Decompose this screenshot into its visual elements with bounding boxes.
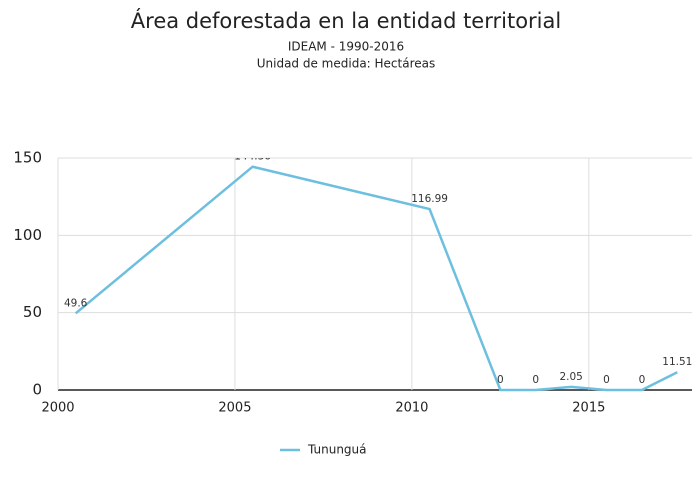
y-tick-label: 100 [13, 226, 42, 244]
data-label: 0 [497, 374, 504, 386]
data-label: 144.36 [234, 151, 271, 163]
data-label: 11.51 [662, 356, 692, 368]
chart-subtitle: IDEAM - 1990-2016 [288, 40, 404, 54]
data-label: 116.99 [411, 193, 448, 205]
y-tick-label: 150 [13, 149, 42, 167]
x-tick-label: 2010 [395, 401, 428, 416]
data-label: 0 [639, 374, 646, 386]
y-tick-label: 50 [23, 303, 42, 321]
legend-label: Tununguá [307, 443, 367, 457]
y-tick-label: 0 [32, 381, 42, 399]
unit-label: Unidad de medida: Hectáreas [257, 57, 436, 71]
data-label: 2.05 [559, 371, 582, 383]
data-label: 0 [532, 374, 539, 386]
data-line [74, 165, 678, 392]
data-label: 0 [603, 374, 610, 386]
data-label: 49.6 [64, 297, 88, 309]
data-labels: 49.6 144.36 116.99 0 0 2.05 0 0 11.51 [64, 151, 692, 386]
x-tick-label: 2015 [572, 401, 605, 416]
chart-title: Área deforestada en la entidad territori… [131, 8, 561, 33]
x-tick-label: 2000 [41, 401, 74, 416]
x-tick-label: 2005 [218, 401, 251, 416]
